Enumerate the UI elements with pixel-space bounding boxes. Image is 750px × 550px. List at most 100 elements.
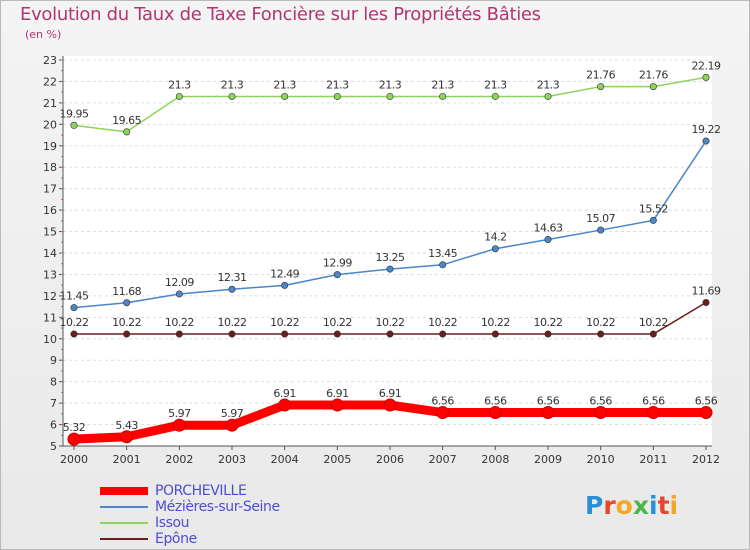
data-point [120, 430, 134, 444]
x-tick-label: 2012 [692, 453, 720, 466]
data-label: 10.22 [481, 316, 510, 329]
data-point [172, 418, 186, 432]
data-label: 12.99 [323, 257, 352, 270]
data-label: 10.22 [586, 316, 615, 329]
legend-label-issou: Issou [155, 515, 190, 531]
data-label: 11.69 [692, 285, 721, 298]
y-tick-label: 14 [43, 247, 57, 260]
data-label: 10.22 [323, 316, 352, 329]
data-label: 6.56 [537, 395, 560, 408]
data-label: 15.07 [586, 212, 615, 225]
plot-area [63, 56, 712, 446]
data-label: 21.3 [221, 78, 244, 91]
x-tick-label: 2000 [60, 453, 88, 466]
data-point [70, 330, 78, 338]
data-point [597, 330, 605, 338]
data-label: 15.52 [639, 202, 668, 215]
data-label: 6.91 [379, 387, 402, 400]
data-point [281, 92, 289, 100]
y-tick-label: 11 [43, 311, 57, 324]
legend-item-porcheville: PORCHEVILLE [100, 483, 330, 499]
x-tick-label: 2008 [481, 453, 509, 466]
data-point [541, 406, 555, 420]
data-label: 10.22 [165, 316, 194, 329]
data-point [281, 281, 289, 289]
data-label: 22.19 [692, 59, 721, 72]
y-tick-label: 21 [43, 97, 57, 110]
data-label: 10.22 [639, 316, 668, 329]
y-tick-label: 15 [43, 226, 57, 239]
x-tick-label: 2005 [323, 453, 351, 466]
x-tick-label: 2002 [165, 453, 193, 466]
y-tick-label: 22 [43, 75, 57, 88]
data-label: 10.22 [60, 316, 89, 329]
data-label: 13.25 [376, 251, 405, 264]
data-label: 14.63 [534, 221, 563, 234]
data-point [544, 92, 552, 100]
data-label: 10.22 [218, 316, 247, 329]
legend-item-epone: Epône [100, 531, 330, 547]
data-point [491, 92, 499, 100]
data-label: 19.65 [112, 114, 141, 127]
data-label: 13.45 [428, 247, 457, 260]
data-point [439, 330, 447, 338]
x-tick-label: 2009 [534, 453, 562, 466]
x-tick-label: 2007 [429, 453, 457, 466]
data-point [67, 432, 81, 446]
y-tick-label: 8 [50, 376, 57, 389]
data-point [281, 330, 289, 338]
data-point [175, 290, 183, 298]
data-point [70, 304, 78, 312]
data-point [439, 261, 447, 269]
data-label: 12.31 [218, 271, 247, 284]
legend-swatch-epone [100, 538, 148, 540]
legend-swatch-porcheville [100, 487, 148, 495]
data-label: 21.3 [431, 78, 454, 91]
data-point [702, 73, 710, 81]
data-point [175, 330, 183, 338]
data-point [278, 398, 292, 412]
legend-label-epone: Epône [155, 531, 197, 547]
data-point [386, 265, 394, 273]
data-label: 10.22 [534, 316, 563, 329]
y-tick-label: 17 [43, 183, 57, 196]
proxiti-logo: Proxiti [585, 491, 679, 520]
data-point [123, 299, 131, 307]
data-point [228, 330, 236, 338]
data-label: 19.22 [692, 123, 721, 136]
data-point [702, 137, 710, 145]
legend-label-mezieres: Mézières-sur-Seine [155, 499, 280, 515]
data-point [649, 330, 657, 338]
y-tick-label: 23 [43, 54, 57, 67]
x-tick-label: 2001 [113, 453, 141, 466]
y-tick-label: 18 [43, 161, 57, 174]
data-label: 5.43 [115, 419, 138, 432]
data-label: 21.76 [639, 69, 668, 82]
data-label: 6.91 [326, 387, 349, 400]
data-point [225, 418, 239, 432]
data-point [436, 406, 450, 420]
data-label: 10.22 [112, 316, 141, 329]
data-label: 11.68 [112, 285, 141, 298]
data-point [597, 226, 605, 234]
data-point [699, 406, 713, 420]
legend-label-porcheville: PORCHEVILLE [155, 483, 247, 499]
data-point [333, 92, 341, 100]
data-point [491, 330, 499, 338]
data-label: 21.3 [326, 78, 349, 91]
data-point [386, 92, 394, 100]
data-label: 21.76 [586, 69, 615, 82]
data-point [544, 235, 552, 243]
data-label: 6.56 [484, 395, 507, 408]
chart-title: Evolution du Taux de Taxe Foncière sur l… [20, 4, 541, 25]
data-label: 11.45 [60, 290, 89, 303]
data-label: 14.2 [484, 231, 507, 244]
data-point [333, 271, 341, 279]
data-point [649, 83, 657, 91]
data-label: 6.56 [695, 395, 718, 408]
y-tick-label: 20 [43, 118, 57, 131]
data-point [330, 398, 344, 412]
legend-item-mezieres: Mézières-sur-Seine [100, 499, 330, 515]
x-tick-label: 2003 [218, 453, 246, 466]
